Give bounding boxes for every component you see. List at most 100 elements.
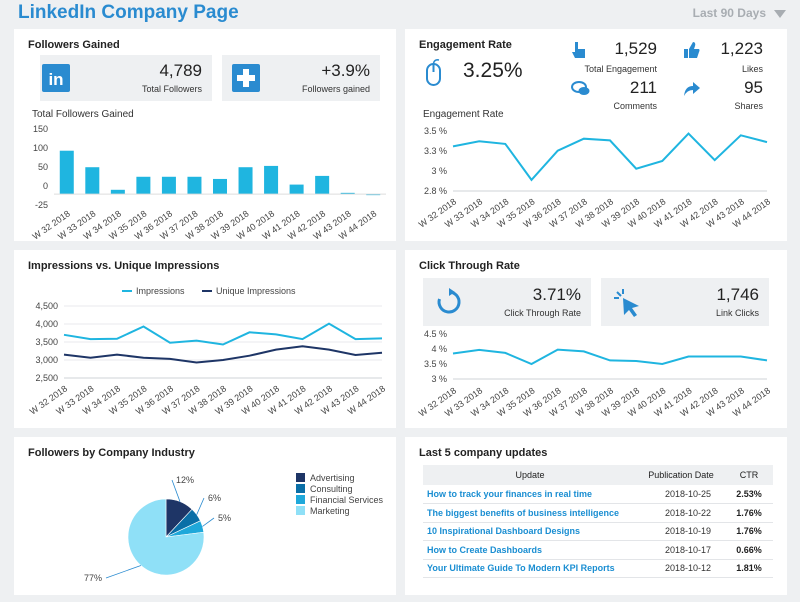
ctr-cell: 1.76%: [725, 522, 773, 541]
likes-label: Likes: [741, 64, 763, 74]
leader-line: [202, 517, 215, 527]
series-line-primary: [63, 322, 383, 346]
engagement-panel-title: Engagement Rate: [419, 39, 512, 51]
updates-table: Update Publication Date CTR How to track…: [423, 465, 773, 578]
update-link[interactable]: The biggest benefits of business intelli…: [423, 503, 637, 523]
shares-value: 95: [744, 78, 763, 97]
y-tick-label: 2.8 %: [424, 186, 447, 196]
legend-swatch: [296, 473, 305, 482]
update-link[interactable]: How to Create Dashboards: [423, 540, 637, 560]
publication-date: 2018-10-22: [637, 503, 725, 523]
ctr-card: 3.71% Click Through Rate: [423, 278, 591, 326]
y-tick-label: 100: [33, 143, 48, 153]
bar: [110, 189, 125, 195]
engagement-panel: Engagement Rate 3.25% 1,529 Total Engage…: [405, 29, 787, 241]
y-tick-label: 3.5 %: [424, 359, 447, 369]
comments-icon: [571, 81, 590, 95]
updates-panel: Last 5 company updates Update Publicatio…: [405, 437, 787, 595]
updates-table-header: Update Publication Date CTR: [423, 465, 773, 485]
bar: [238, 167, 253, 195]
bar: [187, 176, 202, 195]
y-tick-label: 3,000: [35, 355, 58, 365]
publication-date: 2018-10-12: [637, 559, 725, 578]
update-link[interactable]: How to track your finances in real time: [423, 485, 637, 504]
followers-gained-value: +3.9%: [321, 61, 370, 80]
legend-label: Financial Services: [310, 495, 384, 505]
update-link[interactable]: Your Ultimate Guide To Modern KPI Report…: [423, 559, 637, 578]
y-tick-label: 3,500: [35, 337, 58, 347]
followers-gained-card: +3.9% Followers gained: [222, 55, 380, 101]
y-tick-label: 4,500: [35, 301, 58, 311]
slice-label: 77%: [84, 573, 102, 583]
bar: [59, 150, 74, 195]
ctr-value: 3.71%: [532, 285, 581, 304]
column-header-ctr: CTR: [725, 465, 773, 485]
followers-chart-title: Total Followers Gained: [32, 109, 134, 120]
industry-panel-title: Followers by Company Industry: [28, 447, 195, 459]
table-row: Your Ultimate Guide To Modern KPI Report…: [423, 559, 773, 578]
total-engagement-label: Total Engagement: [584, 64, 657, 74]
share-arrow-icon: [684, 82, 700, 96]
bar: [340, 192, 355, 195]
table-row: How to track your finances in real time 2…: [423, 485, 773, 504]
legend-swatch: [296, 495, 305, 504]
series-line-primary: [452, 348, 768, 366]
svg-text:in: in: [48, 70, 63, 89]
y-tick-label: 0: [43, 181, 48, 191]
likes-value: 1,223: [720, 39, 763, 58]
total-followers-value: 4,789: [159, 61, 202, 80]
legend-label: Marketing: [310, 506, 350, 516]
page-title: LinkedIn Company Page: [18, 2, 239, 23]
engagement-rate-value: 3.25%: [463, 59, 523, 82]
industry-panel: Followers by Company Industry 12% 6% 5% 77%…: [14, 437, 396, 595]
bar: [85, 167, 100, 195]
slice-label: 6%: [208, 493, 221, 503]
updates-panel-title: Last 5 company updates: [419, 447, 548, 459]
legend-label: Impressions: [136, 286, 185, 296]
legend-swatch: [296, 484, 305, 493]
followers-panel: Followers Gained in 4,789 Total Follower…: [14, 29, 396, 241]
industry-pie-chart: 12% 6% 5% 77% AdvertisingConsultingFinancial…: [84, 473, 384, 583]
y-tick-label: 50: [38, 162, 48, 172]
followers-gained-label: Followers gained: [301, 84, 370, 94]
table-row: The biggest benefits of business intelli…: [423, 503, 773, 523]
ctr-cell: 0.66%: [725, 540, 773, 560]
followers-panel-title: Followers Gained: [28, 39, 120, 51]
link-clicks-label: Link Clicks: [715, 308, 759, 318]
legend-label: Consulting: [310, 484, 353, 494]
publication-date: 2018-10-19: [637, 522, 725, 541]
pointer-hand-icon: [572, 42, 585, 58]
leader-line: [171, 479, 181, 502]
date-range-label: Last 90 Days: [692, 6, 766, 20]
bar: [315, 175, 330, 195]
legend-label: Unique Impressions: [216, 286, 296, 296]
chevron-down-icon: [774, 9, 786, 18]
y-tick-label: 2,500: [35, 373, 58, 383]
column-header-update: Update: [423, 465, 637, 485]
y-tick-label: 4 %: [431, 344, 447, 354]
legend-label: Advertising: [310, 473, 355, 483]
y-tick-label: 3.3 %: [424, 146, 447, 156]
date-range-dropdown[interactable]: Last 90 Days: [693, 6, 786, 20]
update-link[interactable]: 10 Inspirational Dashboard Designs: [423, 522, 637, 541]
series-line-secondary: [63, 345, 383, 364]
ctr-cell: 2.53%: [725, 485, 773, 504]
comments-label: Comments: [613, 101, 657, 111]
comments-value: 211: [629, 78, 657, 97]
total-followers-card: in 4,789 Total Followers: [40, 55, 212, 101]
impressions-panel-title: Impressions vs. Unique Impressions: [28, 260, 220, 272]
ctr-cell: 1.81%: [725, 559, 773, 578]
bar: [264, 165, 279, 195]
bar: [161, 176, 176, 195]
bar: [289, 184, 304, 195]
slice-label: 12%: [176, 475, 194, 485]
legend-swatch: [296, 506, 305, 515]
plus-icon: [232, 64, 260, 92]
column-header-date: Publication Date: [637, 465, 725, 485]
cursor-click-icon: [614, 289, 639, 317]
y-tick-label: 3.5 %: [424, 126, 447, 136]
publication-date: 2018-10-25: [637, 485, 725, 504]
ctr-label: Click Through Rate: [504, 308, 581, 318]
